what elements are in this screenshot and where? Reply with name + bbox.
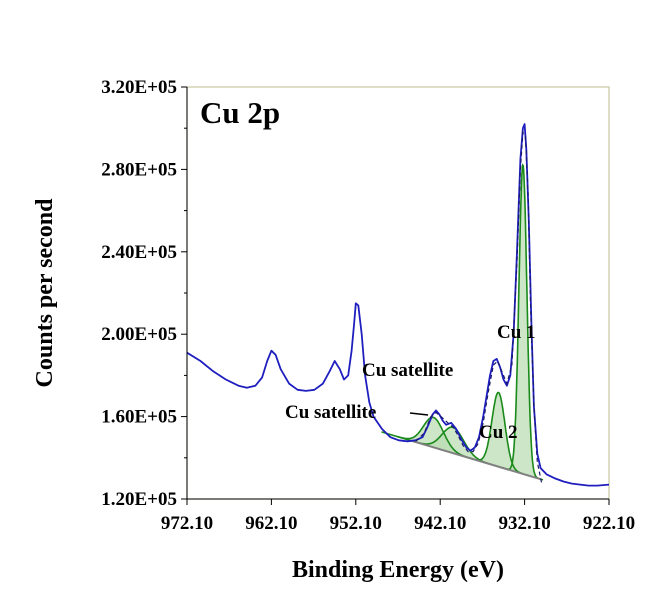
y-tick-labels: 1.20E+05 1.60E+05 2.00E+05 2.40E+05 2.80E+05… <box>101 77 177 510</box>
panel-title: Cu 2p <box>200 95 280 130</box>
y-tick-label: 2.40E+05 <box>101 242 177 263</box>
fit-fill <box>381 417 486 463</box>
y-tick-label: 2.00E+05 <box>101 324 177 345</box>
x-tick-label: 932.10 <box>498 513 550 534</box>
x-axis-title: Binding Energy (eV) <box>292 557 504 583</box>
x-tick-label: 942.10 <box>414 513 466 534</box>
x-tick-label: 952.10 <box>330 513 382 534</box>
plot-area <box>181 86 610 505</box>
y-tick-label: 1.20E+05 <box>101 489 177 510</box>
y-tick-label: 3.20E+05 <box>101 77 177 98</box>
y-tick-label: 2.80E+05 <box>101 159 177 180</box>
fit-fill <box>465 392 532 477</box>
annotation-arrow <box>409 412 429 416</box>
annotation-cu-1: Cu 1 <box>497 322 536 343</box>
annotation-cu-2: Cu 2 <box>479 422 518 443</box>
x-tick-label: 972.10 <box>161 513 213 534</box>
spectrum-line <box>186 123 610 487</box>
x-tick-label: 922.10 <box>583 513 635 534</box>
annotation-cu-satellite-upper: Cu satellite <box>362 360 453 381</box>
y-axis-title: Counts per second <box>32 198 58 388</box>
background-line <box>412 440 542 481</box>
fit-envelope-line <box>415 130 543 483</box>
annotation-cu-satellite-lower: Cu satellite <box>285 402 376 423</box>
fit-fill <box>502 165 543 480</box>
x-tick-labels: 972.10 962.10 952.10 942.10 932.10 922.10 <box>161 513 635 534</box>
x-tick-label: 962.10 <box>245 513 297 534</box>
y-tick-label: 1.60E+05 <box>101 407 177 428</box>
